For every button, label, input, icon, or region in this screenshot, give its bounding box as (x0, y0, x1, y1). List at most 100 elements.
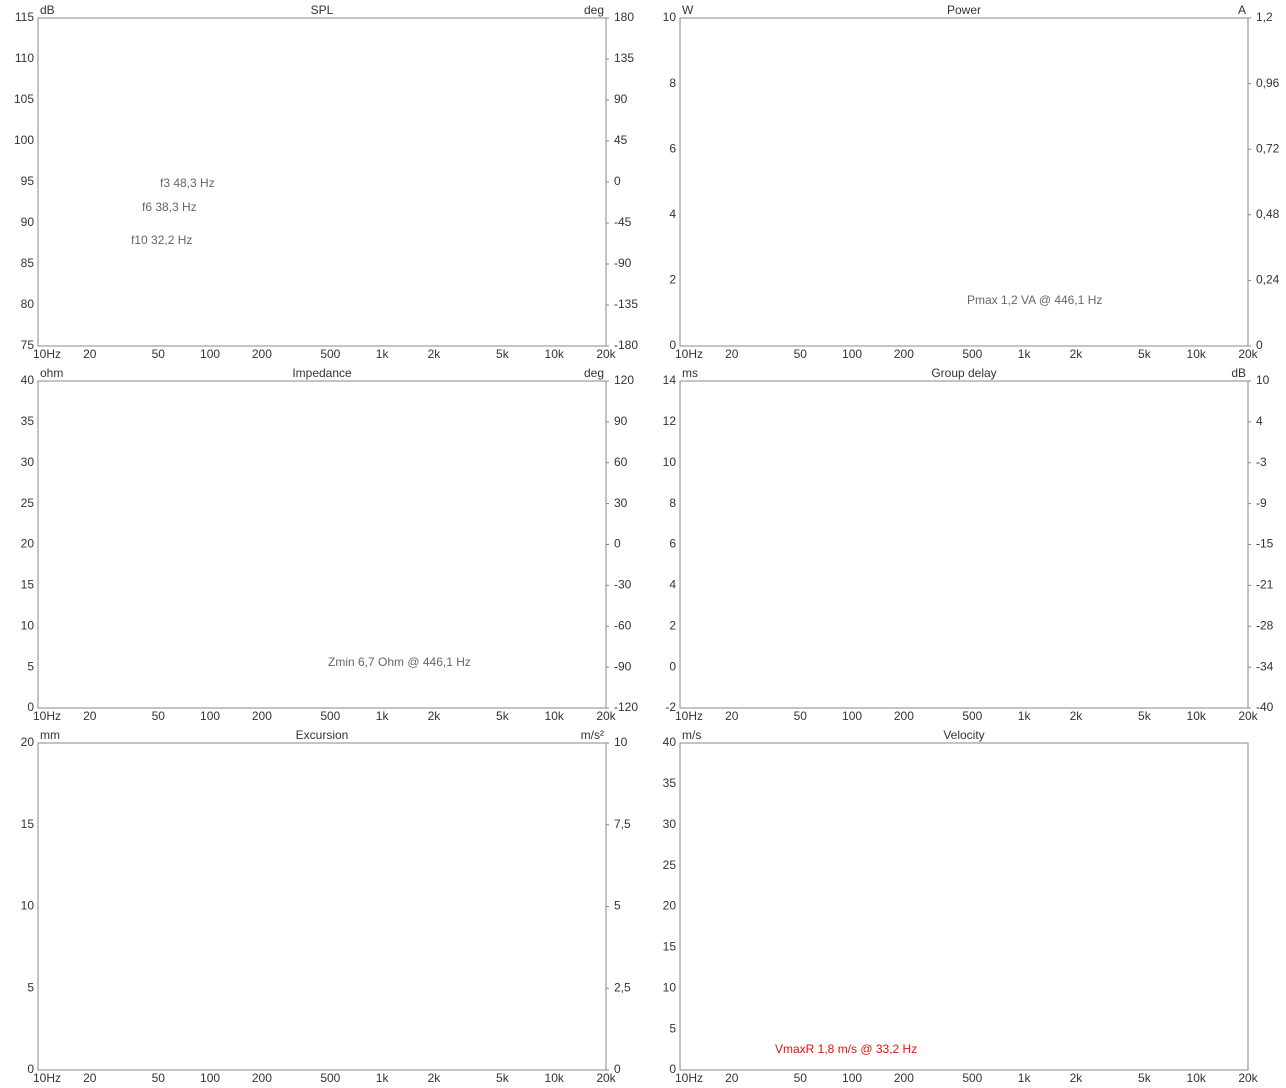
y-tick-label: 5 (669, 1021, 676, 1035)
x-tick-label: 2k (428, 709, 442, 723)
y-tick-label: 4 (669, 207, 676, 221)
y-tick-label: 0 (27, 1062, 34, 1076)
y-tick-label: 10 (21, 618, 35, 632)
x-tick-label: 20k (1238, 1071, 1258, 1085)
y2-tick-label: 90 (614, 414, 628, 428)
y2-unit: m/s² (581, 728, 604, 742)
y-tick-label: 85 (21, 256, 35, 270)
x-tick-label: 2k (428, 1071, 442, 1085)
chart-panel: 10Hz 20 50 100 200 500 1k 2k 5k 10k 20k -2 0 2 4 6 8 10 12… (663, 366, 1274, 723)
x-tick-label: 20k (596, 347, 616, 361)
y2-tick-label: 4 (1256, 414, 1263, 428)
y2-tick-label: -135 (614, 297, 638, 311)
x-tick-label: 10Hz (33, 709, 61, 723)
y-tick-label: 20 (21, 735, 35, 749)
y2-tick-label: 90 (614, 92, 628, 106)
x-tick-label: 20 (725, 347, 739, 361)
y-tick-label: 12 (663, 414, 677, 428)
x-tick-label: 10Hz (675, 347, 703, 361)
plot-frame (37, 380, 607, 709)
chart-title: SPL (311, 3, 334, 17)
plot-frame (37, 742, 607, 1071)
x-tick-label: 20k (1238, 347, 1258, 361)
annotation: f6 38,3 Hz (142, 200, 197, 214)
x-tick-label: 200 (252, 709, 272, 723)
x-tick-label: 5k (1138, 347, 1152, 361)
annotation: Pmax 1,2 VA @ 446,1 Hz (967, 293, 1102, 307)
y-tick-label: 20 (21, 537, 35, 551)
y2-unit: deg (584, 3, 604, 17)
y-tick-label: 15 (21, 578, 35, 592)
y-tick-label: 6 (669, 141, 676, 155)
y2-tick-label: -90 (614, 659, 632, 673)
x-tick-label: 10k (545, 347, 565, 361)
y2-tick-label: -3 (1256, 455, 1267, 469)
y2-tick-label: 0,24 (1256, 273, 1280, 287)
x-tick-label: 10k (545, 709, 565, 723)
y-tick-label: 15 (663, 940, 677, 954)
annotation: f3 48,3 Hz (160, 176, 215, 190)
y2-unit: A (1238, 3, 1246, 17)
y-unit: ms (682, 366, 698, 380)
y2-tick-label: 7,5 (614, 817, 631, 831)
annotation: f10 32,2 Hz (131, 233, 192, 247)
y-tick-label: 30 (21, 455, 35, 469)
y2-tick-label: 0,96 (1256, 76, 1280, 90)
y-tick-label: 115 (15, 10, 34, 24)
x-tick-label: 20 (83, 1071, 97, 1085)
x-tick-label: 200 (894, 1071, 914, 1085)
x-tick-label: 10k (1187, 1071, 1207, 1085)
x-tick-label: 50 (794, 347, 808, 361)
y-tick-label: 40 (21, 373, 35, 387)
chart-panel: 10Hz 20 50 100 200 500 1k 2k 5k 10k 20k0510152002,… (21, 728, 631, 1085)
y-tick-label: 2 (669, 618, 676, 632)
y-tick-label: 0 (669, 338, 676, 352)
x-tick-label: 2k (428, 347, 442, 361)
y-tick-label: 15 (21, 817, 35, 831)
chart-title: Group delay (931, 366, 996, 380)
y2-tick-label: -9 (1256, 496, 1267, 510)
chart-title: Impedance (292, 366, 352, 380)
x-tick-label: 1k (376, 709, 390, 723)
x-tick-label: 100 (842, 347, 862, 361)
x-tick-label: 50 (152, 1071, 166, 1085)
y-tick-label: 35 (663, 776, 677, 790)
plot-frame (679, 380, 1249, 709)
y2-tick-label: -90 (614, 256, 632, 270)
y2-tick-label: 135 (614, 51, 634, 65)
x-tick-label: 20 (725, 1071, 739, 1085)
x-tick-label: 20k (1238, 709, 1258, 723)
y2-tick-label: 0 (614, 537, 621, 551)
chart-title: Excursion (296, 728, 349, 742)
x-tick-label: 50 (152, 347, 166, 361)
x-tick-label: 20k (596, 1071, 616, 1085)
y2-tick-label: -34 (1256, 659, 1274, 673)
x-tick-label: 10Hz (675, 709, 703, 723)
y2-tick-label: -40 (1256, 700, 1274, 714)
x-tick-label: 200 (252, 347, 272, 361)
x-tick-label: 10Hz (33, 1071, 61, 1085)
plot-frame (679, 742, 1249, 1071)
x-tick-label: 100 (200, 1071, 220, 1085)
y2-tick-label: -28 (1256, 618, 1274, 632)
x-tick-label: 5k (1138, 1071, 1152, 1085)
y-unit: ohm (40, 366, 63, 380)
y-tick-label: 6 (669, 537, 676, 551)
y2-tick-label: 45 (614, 133, 628, 147)
chart-panel: 10Hz 20 50 100 200 500 1k 2k 5k 10k 20k 0 5 10 15 20 25 3… (21, 366, 639, 723)
x-tick-label: 200 (894, 709, 914, 723)
y-tick-label: 40 (663, 735, 677, 749)
chart-title: Power (947, 3, 981, 17)
y-tick-label: 35 (21, 414, 35, 428)
y-tick-label: 30 (663, 817, 677, 831)
x-tick-label: 5k (1138, 709, 1152, 723)
x-tick-label: 1k (1018, 347, 1032, 361)
y-tick-label: 75 (21, 338, 35, 352)
y-unit: mm (40, 728, 60, 742)
y-tick-label: 10 (663, 455, 677, 469)
x-tick-label: 10Hz (675, 1071, 703, 1085)
x-tick-label: 100 (842, 1071, 862, 1085)
y-tick-label: 8 (669, 496, 676, 510)
x-tick-label: 50 (152, 709, 166, 723)
